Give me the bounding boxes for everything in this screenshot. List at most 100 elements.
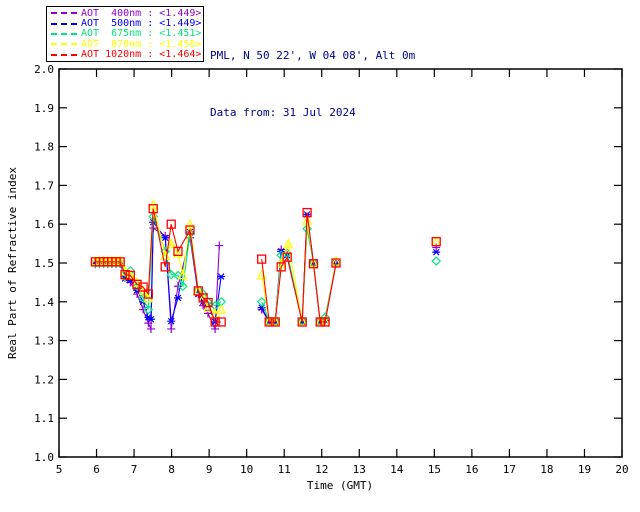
diamond-marker-icon (431, 256, 442, 266)
plus-marker-icon (167, 324, 176, 333)
square-marker-icon (264, 317, 274, 327)
square-marker-icon (166, 219, 176, 229)
square-marker-icon (331, 258, 341, 268)
y-tick-label: 1.8 (34, 141, 54, 154)
triangle-marker-icon (173, 247, 183, 258)
axis-ticks (58, 68, 623, 458)
header-block: PML, N 50 22', W 04 08', Alt 0m Data fro… (210, 8, 415, 160)
y-tick-label: 1.0 (34, 451, 54, 464)
data-date-text: Data from: 31 Jul 2024 (210, 106, 356, 119)
square-marker-icon (210, 317, 220, 327)
x-tick-label: 8 (168, 463, 175, 476)
plus-marker-icon (144, 319, 153, 328)
square-marker-icon (120, 269, 130, 280)
legend-label-500nm: AOT 500nm : <1.449> (81, 18, 202, 30)
square-marker-icon (173, 246, 183, 257)
x-tick-label: 18 (540, 463, 553, 476)
diamond-marker-icon (178, 281, 188, 292)
square-marker-icon (302, 207, 312, 218)
x-tick-label: 6 (93, 463, 100, 476)
square-marker-icon (198, 293, 208, 303)
diamond-marker-icon (256, 296, 267, 307)
square-marker-icon (216, 317, 226, 327)
square-marker-icon (315, 317, 325, 327)
x-tick-label: 13 (353, 463, 366, 476)
legend-dash-500nm-icon (51, 22, 77, 25)
legend-dash-1020nm-icon (51, 53, 77, 56)
square-marker-icon (203, 297, 213, 308)
triangle-marker-icon (297, 315, 308, 326)
diamond-marker-icon (185, 229, 195, 239)
x-tick-label: 20 (615, 463, 628, 476)
square-marker-icon (320, 317, 330, 327)
x-tick-label: 7 (131, 463, 138, 476)
x-axis-label: Time (GMT) (307, 479, 373, 492)
x-tick-label: 17 (503, 463, 516, 476)
y-tick-label: 1.5 (34, 257, 54, 270)
triangle-marker-icon (216, 304, 227, 315)
square-marker-icon (125, 270, 135, 281)
plus-marker-icon (215, 241, 224, 250)
legend-dash-400nm-icon (51, 12, 77, 15)
series-line (261, 212, 337, 323)
x-tick-label: 14 (390, 463, 404, 476)
series-line (95, 227, 220, 330)
y-tick-label: 1.4 (34, 296, 54, 309)
series-line (95, 220, 222, 325)
legend-label-675nm: AOT 675nm : <1.451> (81, 28, 202, 40)
x-tick-label: 12 (315, 463, 328, 476)
x-tick-label: 10 (240, 463, 253, 476)
asterisk-marker-icon (432, 248, 441, 256)
legend-dash-675nm-icon (51, 32, 77, 35)
triangle-marker-icon (177, 269, 188, 280)
legend-box: AOT 400nm : <1.449> AOT 500nm : <1.449> … (46, 6, 204, 62)
x-tick-label: 19 (578, 463, 591, 476)
diamond-marker-icon (143, 304, 154, 315)
y-tick-label: 1.6 (34, 218, 54, 231)
y-tick-label: 2.0 (34, 63, 54, 76)
legend-label-870nm: AOT 870nm : <1.458> (81, 38, 202, 50)
square-marker-icon (276, 262, 286, 272)
x-tick-label: 15 (428, 463, 441, 476)
data-series (90, 199, 442, 333)
legend-row-1020nm: AOT 1020nm : <1.464> (49, 49, 201, 60)
y-tick-label: 1.2 (34, 373, 54, 386)
triangle-marker-icon (315, 315, 326, 326)
x-tick-label: 11 (278, 463, 291, 476)
legend-row-870nm: AOT 870nm : <1.458> (49, 38, 202, 50)
square-marker-icon (132, 279, 142, 289)
triangle-marker-icon (283, 238, 294, 249)
plus-marker-icon (204, 309, 213, 318)
asterisk-marker-icon (217, 273, 226, 280)
y-tick-label: 1.7 (34, 179, 54, 192)
triangle-marker-icon (193, 284, 204, 295)
x-tick-label: 5 (56, 463, 63, 476)
series-aot-1020nm (90, 204, 441, 327)
plus-marker-icon (146, 324, 155, 333)
square-marker-icon (431, 237, 441, 247)
x-tick-label: 9 (206, 463, 213, 476)
y-tick-label: 1.1 (34, 412, 54, 425)
triangle-marker-icon (166, 238, 177, 249)
legend-row-500nm: AOT 500nm : <1.449> (49, 18, 202, 30)
site-location-text: PML, N 50 22', W 04 08', Alt 0m (210, 49, 416, 62)
diamond-marker-icon (138, 293, 148, 303)
square-marker-icon (282, 252, 292, 262)
axis-tick-labels: 5 6 7 8 9 10 11 12 13 14 15 16 17 18 19 20 1.0 1.1 1.2 1.3 1… (34, 63, 629, 476)
asterisk-marker-icon (146, 315, 155, 323)
square-marker-icon (160, 262, 170, 272)
asterisk-marker-icon (173, 294, 182, 302)
square-marker-icon (143, 289, 153, 299)
legend-row-675nm: AOT 675nm : <1.451> (49, 28, 202, 40)
square-marker-icon (270, 317, 280, 327)
y-axis-label: Real Part of Refractive index (6, 167, 19, 359)
triangle-marker-icon (320, 315, 331, 326)
series-aot-500nm (91, 211, 441, 326)
square-marker-icon (115, 257, 125, 267)
legend-dash-870nm-icon (51, 43, 77, 46)
square-marker-icon (185, 225, 195, 235)
diamond-marker-icon (166, 269, 177, 280)
y-tick-label: 1.9 (34, 102, 54, 115)
